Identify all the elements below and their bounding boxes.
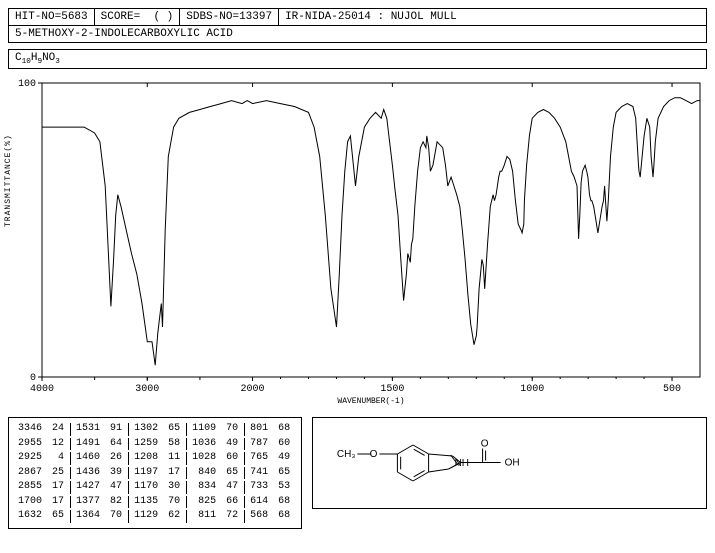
svg-text:OH: OH (505, 458, 520, 469)
spectrum-svg: 0 100 4000 3000 2000 1500 1000 500 WAVENUMBER(-1… (8, 77, 707, 407)
svg-text:CH₃: CH₃ (337, 449, 356, 460)
f-c: C (15, 52, 22, 64)
sdbs-cell: SDBS-NO=13397 (180, 9, 279, 25)
svg-text:3000: 3000 (135, 384, 159, 395)
svg-text:100: 100 (18, 79, 36, 90)
svg-text:O: O (481, 439, 489, 450)
svg-text:4000: 4000 (30, 384, 54, 395)
f-10: 10 (22, 58, 31, 66)
structure-box: NHOHOOCH₃ (312, 417, 707, 509)
svg-text:1000: 1000 (520, 384, 544, 395)
hit-no-cell: HIT-NO=5683 (9, 9, 95, 25)
peak-table: 3346241531911302651109708016829551214916… (8, 417, 302, 529)
compound-name: 5-METHOXY-2-INDOLECARBOXYLIC ACID (8, 26, 707, 43)
sdbs-label: SDBS-NO= (186, 11, 239, 23)
score-cell: SCORE= ( ) (95, 9, 181, 25)
sdbs: 13397 (239, 11, 272, 23)
formula: C10H9NO3 (8, 49, 707, 69)
hit-no: 5683 (61, 11, 87, 23)
method-cell: IR-NIDA-25014 : NUJOL MULL (279, 9, 706, 25)
ir-spectrum-chart: TRANSMITTANCE(%) 01004000300020001500100… (8, 77, 707, 407)
svg-text:NH: NH (455, 458, 469, 469)
header-row: HIT-NO=5683 SCORE= ( ) SDBS-NO=13397 IR-… (8, 8, 707, 26)
structure-svg: NHOHOOCH₃ (313, 418, 573, 508)
svg-text:1500: 1500 (380, 384, 404, 395)
svg-text:2000: 2000 (241, 384, 265, 395)
svg-text:WAVENUMBER(-1): WAVENUMBER(-1) (337, 397, 404, 406)
svg-text:500: 500 (663, 384, 681, 395)
score-label: SCORE= (101, 11, 141, 23)
hit-no-label: HIT-NO= (15, 11, 61, 23)
f-no: NO (42, 52, 55, 64)
f-3: 3 (55, 58, 60, 66)
bottom-row: 3346241531911302651109708016829551214916… (8, 417, 707, 529)
method: IR-NIDA-25014 : NUJOL MULL (285, 11, 457, 23)
score: ( ) (153, 11, 173, 23)
svg-text:0: 0 (30, 373, 36, 384)
